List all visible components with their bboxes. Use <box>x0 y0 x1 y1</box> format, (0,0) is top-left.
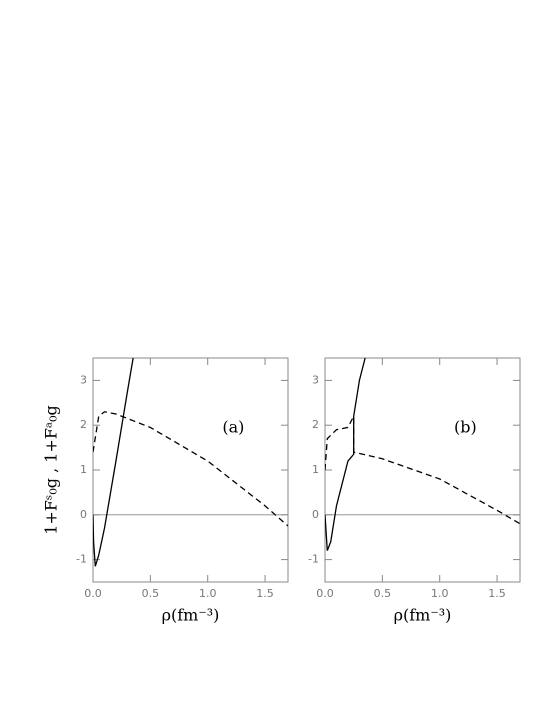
plot-area <box>325 358 520 551</box>
x-tick-label: 0.0 <box>84 587 102 600</box>
y-tick-label: 2 <box>80 418 87 431</box>
y-tick-label: 3 <box>312 373 319 386</box>
panel-label: (a) <box>222 418 244 437</box>
data-line <box>93 411 288 527</box>
y-tick-label: -1 <box>308 553 319 566</box>
x-tick-label: 1.0 <box>431 587 449 600</box>
y-tick-label: 1 <box>312 463 319 476</box>
y-tick-label: 3 <box>80 373 87 386</box>
y-tick-label: 1 <box>80 463 87 476</box>
x-tick-label: 0.5 <box>374 587 392 600</box>
y-axis-label: 1+Fˢ₀g , 1+Fᵃ₀g <box>42 405 61 535</box>
data-line <box>325 358 366 551</box>
x-tick-label: 0.5 <box>142 587 160 600</box>
x-axis-label: ρ(fm⁻³) <box>394 606 452 625</box>
plot-frame <box>92 357 289 583</box>
x-tick-label: 1.5 <box>488 587 506 600</box>
x-tick-label: 0.0 <box>316 587 334 600</box>
data-line <box>325 415 520 525</box>
data-line <box>93 358 134 567</box>
y-tick-label: 0 <box>312 508 319 521</box>
panel-label: (b) <box>454 418 477 437</box>
plot-frame <box>324 357 521 583</box>
y-tick-label: 2 <box>312 418 319 431</box>
x-tick-label: 1.0 <box>199 587 217 600</box>
y-tick-label: 0 <box>80 508 87 521</box>
x-axis-label: ρ(fm⁻³) <box>162 606 220 625</box>
plot-area <box>93 358 288 567</box>
x-tick-label: 1.5 <box>256 587 274 600</box>
y-tick-label: -1 <box>76 553 87 566</box>
